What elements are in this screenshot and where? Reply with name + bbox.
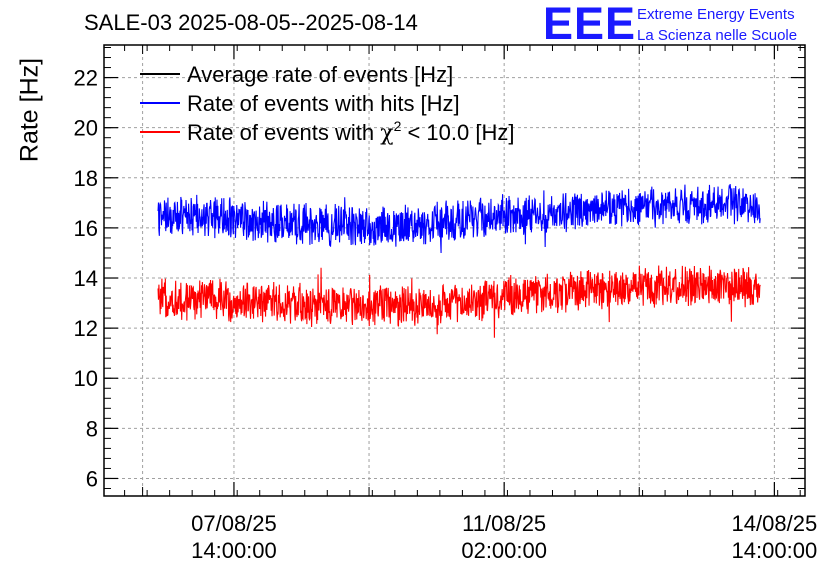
axis-ticks: 681012141618202207/08/2514:00:0011/08/25… xyxy=(74,45,818,563)
logo-line-2: La Scienza nelle Scuole xyxy=(637,27,798,44)
y-tick-label: 14 xyxy=(74,266,98,291)
series-line-1 xyxy=(157,183,761,254)
legend-label-0: Average rate of events [Hz] xyxy=(187,62,453,87)
y-tick-label: 22 xyxy=(74,66,98,91)
y-tick-label: 12 xyxy=(74,316,98,341)
y-tick-label: 8 xyxy=(86,416,98,441)
logo-line-1: Extreme Energy Events xyxy=(637,6,795,23)
x-tick-label-time: 02:00:00 xyxy=(461,538,547,563)
plot-frame xyxy=(103,44,806,497)
x-tick-label-date: 07/08/25 xyxy=(191,511,277,536)
eee-logo-text: Extreme Energy Events La Scienza nelle S… xyxy=(637,4,797,46)
legend-label-2: Rate of events with χ2 < 10.0 [Hz] xyxy=(187,118,514,146)
legend-label-chi: χ xyxy=(380,121,393,146)
chart-title: SALE-03 2025-08-05--2025-08-14 xyxy=(84,10,418,35)
x-tick-label-date: 14/08/25 xyxy=(732,511,818,536)
x-tick-label-time: 14:00:00 xyxy=(732,538,818,563)
y-tick-label: 16 xyxy=(74,216,98,241)
series-line-2 xyxy=(157,265,761,338)
legend-label-suffix: < 10.0 [Hz] xyxy=(401,120,514,145)
legend-label-sup: 2 xyxy=(394,118,402,134)
series-layer xyxy=(157,183,761,338)
legend-label-1: Rate of events with hits [Hz] xyxy=(187,91,460,116)
grid xyxy=(104,45,805,496)
y-tick-label: 20 xyxy=(74,116,98,141)
eee-logo-mark: EEE xyxy=(543,0,637,49)
x-tick-label-date: 11/08/25 xyxy=(462,511,546,536)
y-tick-label: 10 xyxy=(74,366,98,391)
legend: Average rate of events [Hz] Rate of event… xyxy=(140,62,514,146)
y-tick-label: 6 xyxy=(86,466,98,491)
x-tick-label-time: 14:00:00 xyxy=(191,538,277,563)
legend-label-prefix: Rate of events with xyxy=(187,120,380,145)
y-tick-label: 18 xyxy=(74,166,98,191)
